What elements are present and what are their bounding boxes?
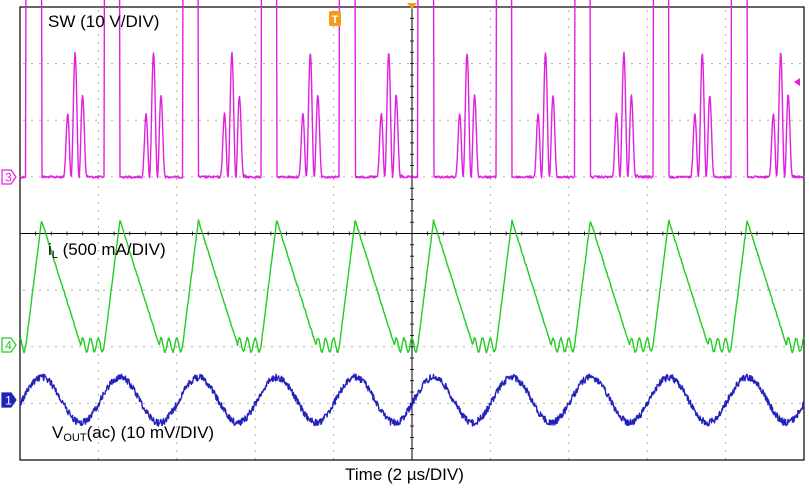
- il-trace: [19, 219, 805, 354]
- svg-text:3: 3: [5, 171, 12, 185]
- svg-text:1: 1: [5, 394, 12, 408]
- il-trace-label: iL (500 mA/DIV): [48, 240, 166, 261]
- x-axis-label: Time (2 µs/DIV): [345, 465, 464, 484]
- trigger-level-arrow[interactable]: [794, 78, 800, 86]
- svg-text:T: T: [332, 14, 339, 26]
- vout-trace: [19, 373, 805, 427]
- vout-trace-label: VOUT(ac) (10 mV/DIV): [52, 423, 214, 444]
- channel-1-marker[interactable]: 1: [1, 392, 17, 408]
- trigger-position-arrow: [407, 3, 417, 9]
- channel-3-marker[interactable]: 3: [1, 169, 17, 185]
- channel-4-marker[interactable]: 4: [1, 337, 17, 353]
- trigger-marker[interactable]: T: [329, 11, 341, 26]
- graticule-grid: [20, 7, 804, 460]
- sw-trace: [19, 0, 805, 179]
- sw-trace-label: SW (10 V/DIV): [48, 12, 159, 31]
- svg-text:4: 4: [5, 339, 12, 353]
